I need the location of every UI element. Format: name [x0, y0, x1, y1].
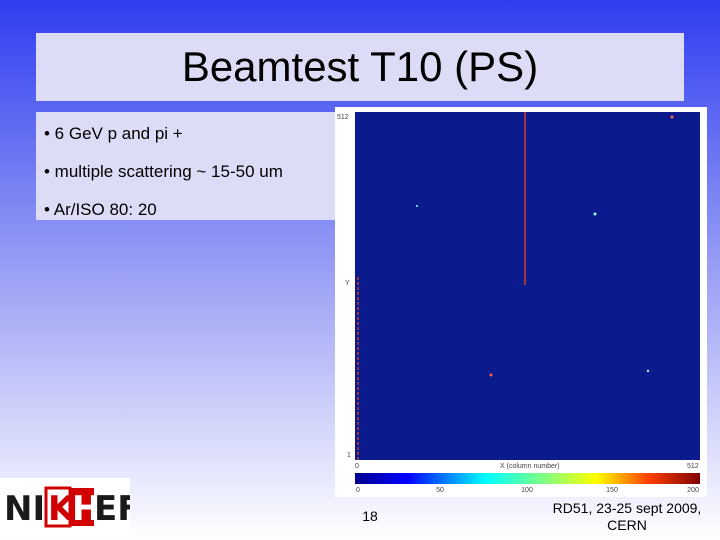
bullet: • 6 GeV p and pi + [44, 124, 183, 143]
bullet: • Ar/ISO 80: 20 [44, 200, 157, 219]
logo-text: K [48, 489, 76, 529]
page-number: 18 [362, 508, 378, 524]
colorbar-tick: 200 [687, 487, 699, 494]
hit-map-figure: 512 Y 1 0 X (column number) 512 0 50 100… [335, 107, 707, 497]
x-min-label: 0 [355, 463, 359, 470]
logo-text: H [72, 489, 100, 529]
x-axis-label: X (column number) [500, 463, 560, 470]
plot-area [355, 112, 700, 460]
colorbar-tick: 50 [436, 487, 444, 494]
y-min-label: 1 [347, 452, 351, 459]
slide-title: Beamtest T10 (PS) [181, 43, 539, 90]
hit [416, 205, 418, 207]
hit [646, 369, 650, 373]
logo-text: EF [94, 489, 130, 529]
y-max-label: 512 [337, 114, 349, 121]
footer-location: CERN [607, 517, 647, 533]
logo-box [70, 488, 94, 526]
colorbar-tick: 0 [356, 487, 360, 494]
y-axis-label: Y [345, 280, 350, 287]
hit [670, 115, 674, 119]
bullet-box: • 6 GeV p and pi + • multiple scattering… [36, 112, 350, 220]
bullet: • multiple scattering ~ 15-50 um [44, 162, 283, 181]
title-box: Beamtest T10 (PS) [36, 33, 684, 101]
logo-text: NI [4, 489, 45, 529]
footer-event-line: RD51, 23-25 sept 2009, [552, 500, 702, 516]
x-max-label: 512 [687, 463, 699, 470]
hit [593, 212, 597, 216]
colorbar-tick: 150 [606, 487, 618, 494]
footer-event: RD51, 23-25 sept 2009, CERN [540, 500, 714, 534]
logo: NI K H EF [0, 478, 130, 536]
colorbar [355, 473, 700, 484]
hit [489, 373, 493, 377]
colorbar-tick: 100 [521, 487, 533, 494]
